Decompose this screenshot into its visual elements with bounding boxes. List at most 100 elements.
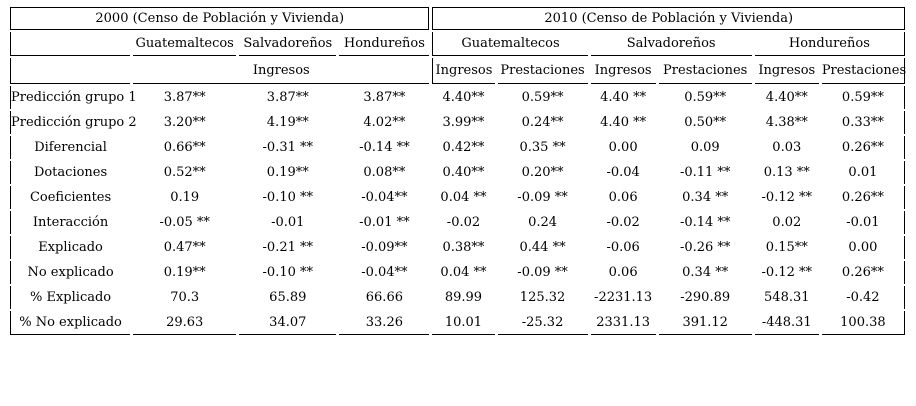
row-label: % No explicado [10, 311, 131, 335]
value-cell: -0.26 ** [679, 240, 731, 255]
value-cell: -0.12 ** [761, 190, 813, 205]
value-cell: 0.44 ** [519, 240, 566, 255]
value-cell: -25.32 [497, 311, 588, 335]
year-header-2010: 2010 (Censo de Población y Vivienda) [432, 7, 905, 30]
group-header-2010-hondurenos: Hondureños [754, 32, 905, 56]
group-header-row: Guatemaltecos Salvadoreños Hondureños Gu… [10, 32, 905, 56]
value-cell: 4.40 ** [600, 115, 647, 130]
value-cell: 0.33** [822, 111, 905, 134]
value-cell: 0.66** [163, 140, 206, 155]
table-row: Predicción grupo 2 3.20** 4.19** 4.02** 3.9… [10, 111, 905, 134]
value-cell: 3.87** [266, 90, 309, 105]
value-cell: 0.13 ** [763, 165, 810, 180]
row-label: No explicado [10, 261, 130, 284]
value-cell: 0.59** [684, 90, 727, 105]
value-cell: 0.08** [363, 165, 406, 180]
measure-header-row: Ingresos Ingresos Prestaciones Ingresos … [10, 58, 906, 84]
value-cell: 0.19** [163, 265, 206, 280]
value-cell: -0.04** [361, 265, 408, 280]
value-cell: 0.00 [822, 236, 905, 259]
year-header-row: 2000 (Censo de Población y Vivienda) 201… [10, 7, 905, 30]
value-cell: 3.87** [163, 90, 206, 105]
group-header-2000-guatemaltecos: Guatemaltecos [133, 32, 237, 56]
value-cell: 3.87** [363, 90, 406, 105]
value-cell: 0.26** [822, 186, 905, 209]
measure-header-2010-salv-prestaciones: Prestaciones [658, 58, 752, 84]
group-header-2010-salvadorenos: Salvadoreños [590, 32, 752, 56]
value-cell: 0.04 ** [440, 190, 487, 205]
table-row: % Explicado 70.3 65.89 66.66 89.99 125.32 -22… [10, 286, 905, 309]
value-cell: 0.24** [521, 115, 564, 130]
value-cell: -0.31 ** [262, 140, 314, 155]
value-cell: 34.07 [239, 311, 337, 335]
group-header-2000-hondurenos: Hondureños [339, 32, 430, 56]
table-row: Dotaciones 0.52** 0.19** 0.08** 0.40** 0.20*… [10, 161, 905, 184]
value-cell: 89.99 [444, 290, 483, 305]
measure-header-2010-guat-ingresos: Ingresos [432, 58, 495, 84]
row-label: Explicado [10, 236, 130, 259]
value-cell: 548.31 [764, 290, 810, 305]
value-cell: 125.32 [519, 290, 566, 305]
value-cell: -0.42 [822, 286, 905, 309]
value-cell: 0.34 ** [682, 190, 729, 205]
value-cell: -0.10 ** [262, 190, 314, 205]
value-cell: 4.38** [765, 115, 808, 130]
table-row: Predicción grupo 1 3.87** 3.87** 3.87** 4.4… [10, 86, 905, 109]
value-cell: -448.31 [754, 311, 819, 335]
value-cell: -0.01 [822, 211, 905, 234]
value-cell: 10.01 [432, 311, 495, 335]
value-cell: 0.19** [266, 165, 309, 180]
results-table-container: 2000 (Censo de Población y Vivienda) 201… [10, 7, 906, 335]
value-cell: 4.40 ** [600, 90, 647, 105]
measure-header-2010-hond-prestaciones: Prestaciones [821, 58, 906, 84]
value-cell: -0.04 [606, 165, 640, 180]
value-cell: -0.05 ** [159, 215, 210, 230]
table-row: Coeficientes 0.19 -0.10 ** -0.04** 0.04 ** -… [10, 186, 905, 209]
value-cell: -0.12 ** [761, 265, 813, 280]
value-cell: 4.40** [442, 90, 485, 105]
group-header-2010-guatemaltecos: Guatemaltecos [432, 32, 588, 56]
value-cell: 0.24 [528, 215, 558, 230]
value-cell: -0.01 [271, 215, 305, 230]
value-cell: -0.09 ** [517, 190, 568, 205]
value-cell: 0.06 [608, 265, 638, 280]
table-row: Interacción -0.05 ** -0.01 -0.01 ** -0.02 0.… [10, 211, 905, 234]
row-label: Predicción grupo 2 [10, 111, 137, 134]
value-cell: 4.19** [266, 115, 309, 130]
value-cell: 0.02 [772, 215, 802, 230]
value-cell: 0.06 [608, 190, 638, 205]
value-cell: 0.26** [822, 136, 905, 159]
value-cell: -0.09** [361, 240, 408, 255]
corner-spacer-2 [10, 58, 131, 84]
measure-header-2010-guat-prestaciones: Prestaciones [497, 58, 588, 84]
value-cell: 0.59** [822, 86, 905, 109]
value-cell: 0.20** [521, 165, 564, 180]
value-cell: 3.99** [442, 115, 485, 130]
year-header-2000: 2000 (Censo de Población y Vivienda) [10, 7, 430, 30]
table-row: Diferencial 0.66** -0.31 ** -0.14 ** 0.42**… [10, 136, 905, 159]
value-cell: 100.38 [821, 311, 905, 335]
value-cell: -0.14 ** [359, 140, 410, 155]
value-cell: -0.01 ** [359, 215, 410, 230]
value-cell: -0.21 ** [262, 240, 314, 255]
value-cell: 0.00 [608, 140, 638, 155]
value-cell: 29.63 [133, 311, 237, 335]
value-cell: -0.10 ** [262, 265, 314, 280]
value-cell: -0.02 [446, 215, 481, 230]
value-cell: 0.09 [690, 140, 720, 155]
value-cell: 0.35 ** [519, 140, 566, 155]
value-cell: 0.52** [163, 165, 206, 180]
table-body: Predicción grupo 1 3.87** 3.87** 3.87** 4.4… [10, 86, 905, 335]
value-cell: 0.59** [521, 90, 564, 105]
measure-header-2010-salv-ingresos: Ingresos [590, 58, 656, 84]
table-row: No explicado 0.19** -0.10 ** -0.04** 0.04 *… [10, 261, 905, 284]
value-cell: 0.04 ** [440, 265, 487, 280]
value-cell: -0.06 [606, 240, 640, 255]
value-cell: -0.04** [361, 190, 408, 205]
value-cell: 0.01 [822, 161, 905, 184]
value-cell: 0.26** [822, 261, 905, 284]
value-cell: 70.3 [170, 290, 200, 305]
value-cell: 0.15** [765, 240, 808, 255]
value-cell: 0.40** [442, 165, 485, 180]
value-cell: 4.40** [765, 90, 808, 105]
